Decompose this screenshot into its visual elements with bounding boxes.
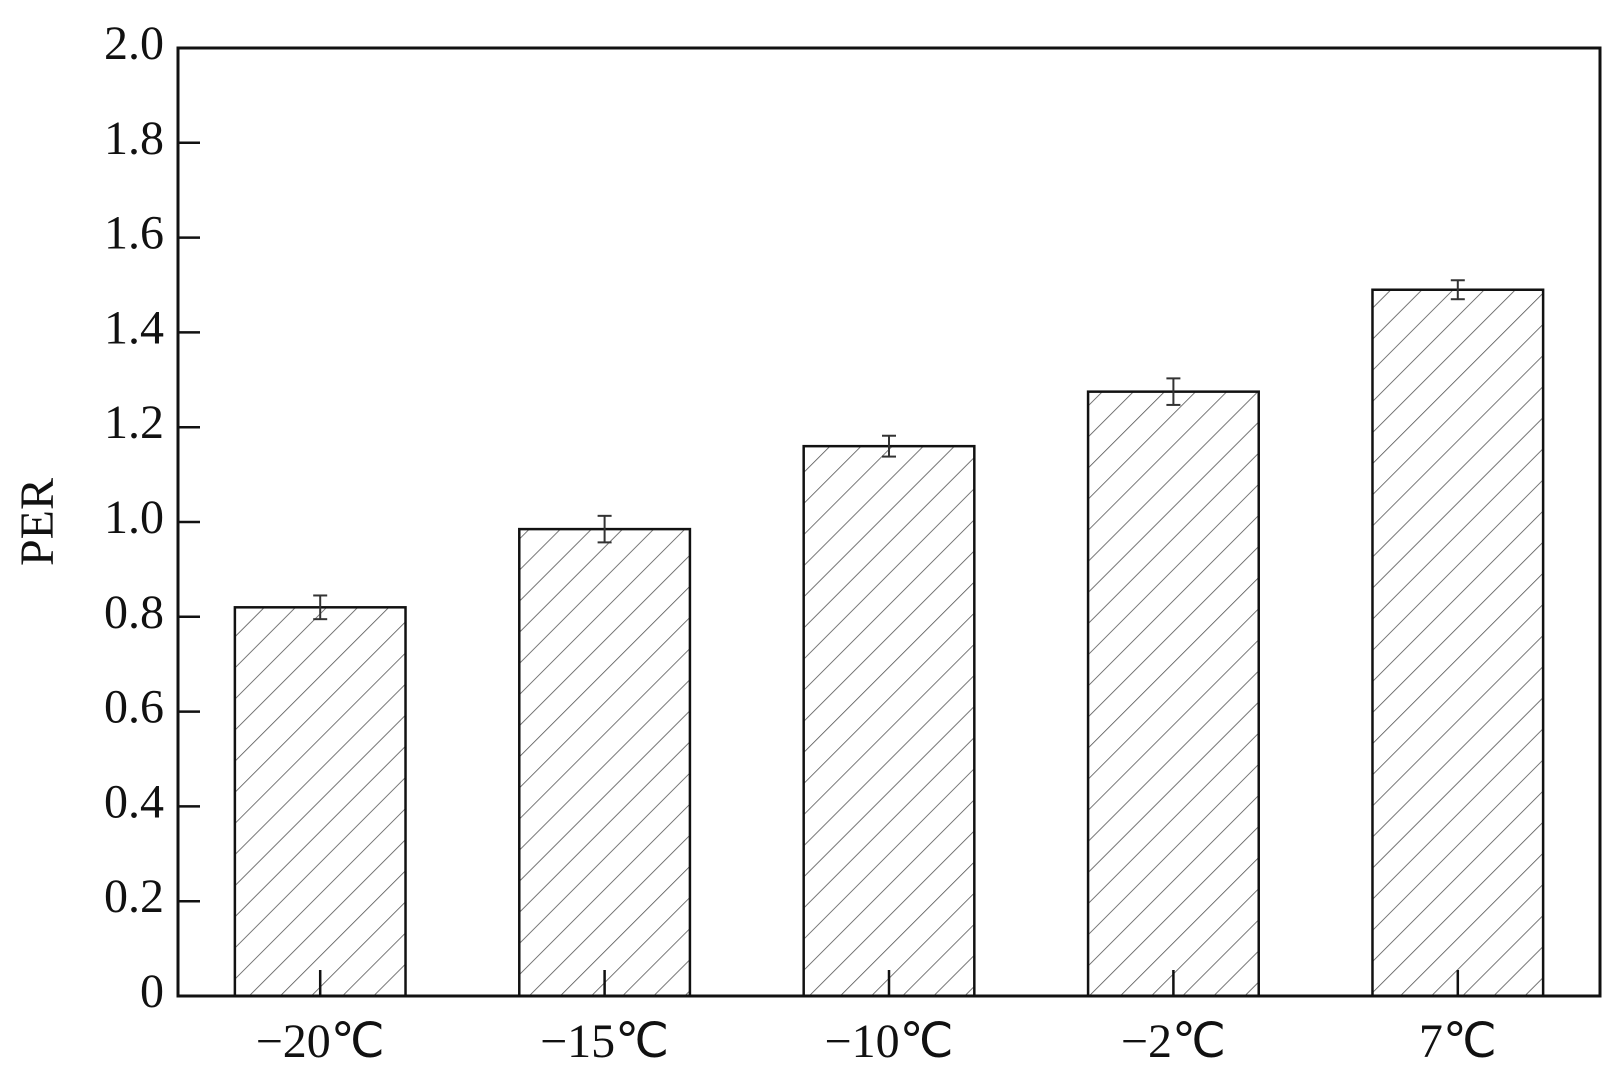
y-tick-label: 1.0	[104, 491, 164, 544]
bar-hatch	[802, 444, 976, 998]
y-tick-label: 0.2	[104, 870, 164, 923]
x-tick-label: −20℃	[256, 1015, 385, 1068]
bar-hatch	[518, 527, 692, 998]
y-tick-label: 0.8	[104, 586, 164, 639]
bar-hatch	[233, 606, 407, 998]
bar-hatch	[1371, 288, 1545, 998]
x-tick-label: −10℃	[825, 1015, 954, 1068]
y-tick-label: 1.6	[104, 207, 164, 260]
bar-hatch	[1086, 390, 1260, 998]
y-tick-label: 1.8	[104, 112, 164, 165]
x-tick-label: −2℃	[1121, 1015, 1226, 1068]
y-axis-label: PER	[11, 478, 64, 566]
y-tick-label: 0	[140, 965, 164, 1018]
plot-frame	[176, 46, 1602, 998]
y-tick-label: 1.4	[104, 301, 164, 354]
x-tick-label: 7℃	[1419, 1015, 1497, 1068]
y-tick-label: 0.6	[104, 681, 164, 734]
x-tick-label: −15℃	[540, 1015, 669, 1068]
y-tick-label: 2.0	[104, 17, 164, 70]
y-tick-label: 1.2	[104, 396, 164, 449]
y-tick-label: 0.4	[104, 775, 164, 828]
